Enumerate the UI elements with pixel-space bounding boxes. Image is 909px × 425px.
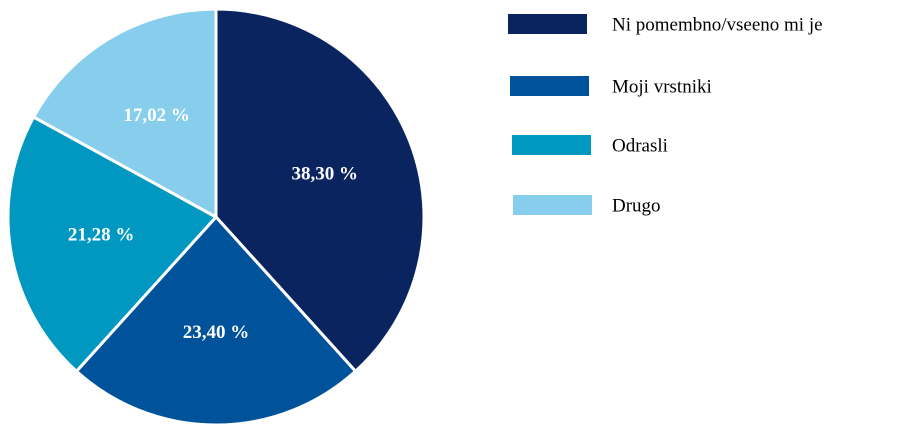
legend-text: Ni pomembno/vseeno mi je bbox=[612, 14, 823, 35]
legend-swatch bbox=[513, 195, 592, 215]
pie-slice bbox=[32, 7, 218, 219]
legend-text: Odrasli bbox=[612, 135, 668, 156]
legend-text: Moji vrstniki bbox=[612, 76, 712, 97]
legend-swatch bbox=[512, 135, 591, 155]
legend-swatch bbox=[508, 14, 587, 34]
pie-slice bbox=[214, 7, 426, 373]
slice-label: 17,02 % bbox=[123, 105, 190, 126]
legend-swatch bbox=[510, 76, 589, 96]
slice-label: 23,40 % bbox=[183, 322, 250, 343]
legend-text: Drugo bbox=[612, 195, 661, 216]
pie-slice bbox=[6, 115, 218, 373]
slice-label: 38,30 % bbox=[291, 164, 358, 185]
slice-label: 21,28 % bbox=[68, 225, 135, 246]
